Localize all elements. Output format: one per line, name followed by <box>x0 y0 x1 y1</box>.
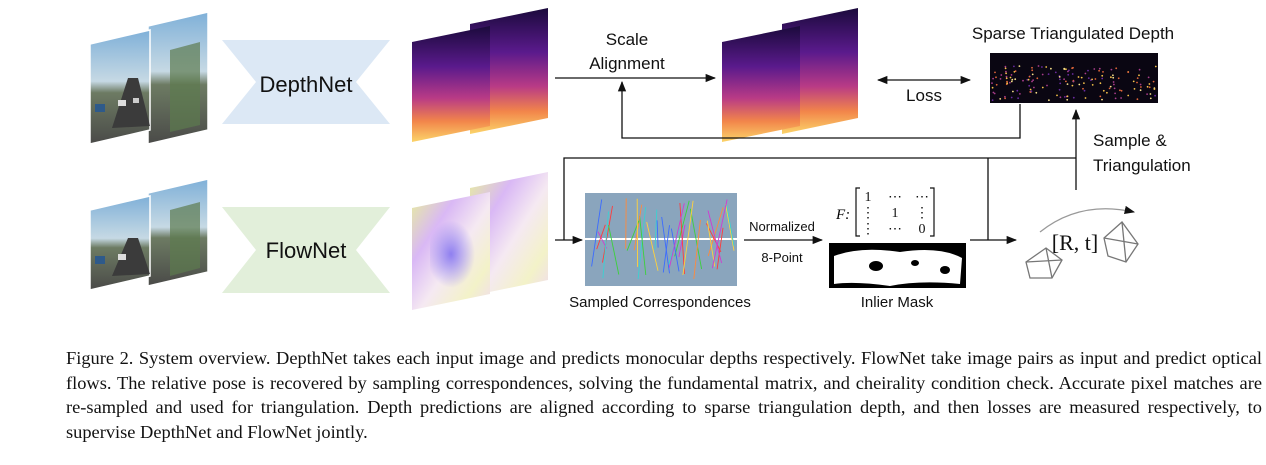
sampled-correspondences: Sampled Correspondences <box>569 193 751 311</box>
input-image-pair-front <box>89 195 151 291</box>
aligned-depth-maps <box>722 8 858 142</box>
scale-alignment-label-1: Scale <box>606 30 649 49</box>
aligned-depth-back <box>782 8 858 134</box>
predicted-optical-flow <box>412 172 548 310</box>
input-images-bottom <box>89 178 209 291</box>
eight-point-label: 8-Point <box>761 250 803 265</box>
scale-alignment-label-2: Alignment <box>589 54 665 73</box>
sparse-depth-points <box>991 65 1157 102</box>
matrix-cell-0-0: 1 <box>865 190 872 205</box>
depthnet-box: DepthNet <box>222 40 390 124</box>
normalized-label: Normalized <box>749 219 815 234</box>
matrix-cell-1-0: ⋮ <box>861 206 875 221</box>
sparse-depth-label: Sparse Triangulated Depth <box>972 24 1174 43</box>
correspondence-lines <box>591 198 735 280</box>
sparse-to-alignment-arrow <box>617 80 1021 139</box>
scale-alignment: Scale Alignment <box>555 30 717 83</box>
matrix-cell-0-2: ⋯ <box>915 190 929 205</box>
inlier-mask: Inlier Mask <box>829 243 966 311</box>
sparse-depth-image <box>990 53 1158 103</box>
sample-triangulation: Sample & Triangulation <box>1071 108 1191 190</box>
sample-label-2: Triangulation <box>1093 156 1191 175</box>
aligned-depth-front <box>722 26 800 142</box>
predicted-depth-maps <box>412 8 548 142</box>
camera-2-icon <box>1103 221 1139 263</box>
matrix-cell-2-2: 0 <box>919 222 926 237</box>
pose-arc-icon <box>1039 205 1136 233</box>
normalized-8-point: Normalized 8-Point <box>744 219 824 265</box>
flownet-label: FlowNet <box>266 238 347 263</box>
fundamental-matrix: F: 1 ⋯ ⋯ ⋮ 1 ⋮ ⋮ ⋯ 0 <box>835 187 935 237</box>
input-image-front <box>89 29 151 145</box>
relative-pose: [R, t] <box>1025 205 1139 279</box>
matrix-cell-1-1: 1 <box>892 206 899 221</box>
matrix-cell-2-1: ⋯ <box>888 222 902 237</box>
flownet-box: FlowNet <box>222 207 390 293</box>
inlier-mask-label: Inlier Mask <box>861 294 934 311</box>
matrix-cell-1-2: ⋮ <box>915 206 929 221</box>
system-overview-diagram: DepthNet Scale Alignment Loss Sparse Tri… <box>89 8 1191 311</box>
input-image-back <box>147 11 209 145</box>
matrix-cell-2-0: ⋮ <box>861 222 875 237</box>
depth-map-front <box>412 26 490 142</box>
flow-to-triangulation-line <box>563 157 1076 240</box>
sparse-triangulated-depth: Sparse Triangulated Depth <box>972 24 1174 103</box>
camera-1-icon <box>1025 247 1063 279</box>
sample-label-1: Sample & <box>1093 131 1167 150</box>
depthnet-label: DepthNet <box>260 72 353 97</box>
matrix-cell-0-1: ⋯ <box>888 190 902 205</box>
matrix-symbol: F: <box>835 207 850 223</box>
loss-label: Loss <box>906 86 942 105</box>
loss: Loss <box>876 75 972 105</box>
input-image-pair-back <box>147 178 209 287</box>
pose-label: [R, t] <box>1052 230 1098 255</box>
input-images-top <box>89 11 209 145</box>
correspondences-label: Sampled Correspondences <box>569 294 751 311</box>
figure-caption: Figure 2. System overview. DepthNet take… <box>66 348 1262 442</box>
